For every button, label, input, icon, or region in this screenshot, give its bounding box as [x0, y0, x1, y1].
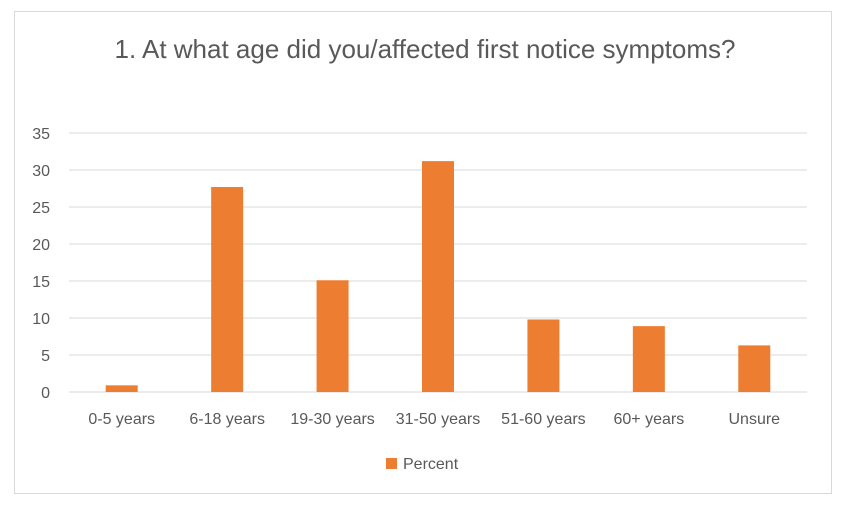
bar-51-60-years [527, 319, 560, 392]
x-tick-label: 60+ years [613, 411, 684, 428]
y-tick-label: 0 [41, 385, 50, 402]
bar-6-18-years [211, 187, 244, 392]
x-tick-label: 6-18 years [189, 411, 265, 428]
bar-60-years [632, 326, 665, 392]
chart-title: 1. At what age did you/affected first no… [114, 34, 736, 64]
legend: Percent [386, 456, 459, 473]
y-tick-label: 25 [32, 200, 50, 217]
x-tick-label: 31-50 years [396, 411, 481, 428]
x-axis-ticks: 0-5 years 6-18 years 19-30 years 31-50 year… [88, 411, 780, 428]
legend-label: Percent [403, 456, 459, 473]
y-tick-label: 30 [32, 163, 50, 180]
x-tick-label: Unsure [728, 411, 780, 428]
legend-swatch [386, 458, 397, 469]
y-tick-label: 15 [32, 274, 50, 291]
bar-0-5-years [105, 385, 138, 392]
bar-31-50-years [422, 161, 454, 392]
y-tick-label: 10 [32, 311, 50, 328]
x-tick-label: 19-30 years [290, 411, 375, 428]
bar-19-30-years [316, 280, 349, 392]
x-tick-label: 0-5 years [88, 411, 155, 428]
y-tick-label: 35 [32, 126, 50, 143]
bars [105, 161, 771, 392]
bar-unsure [738, 345, 771, 392]
y-tick-label: 20 [32, 237, 50, 254]
x-tick-label: 51-60 years [501, 411, 586, 428]
y-axis-ticks: 0 5 10 15 20 25 30 35 [32, 126, 50, 402]
y-tick-label: 5 [41, 348, 50, 365]
